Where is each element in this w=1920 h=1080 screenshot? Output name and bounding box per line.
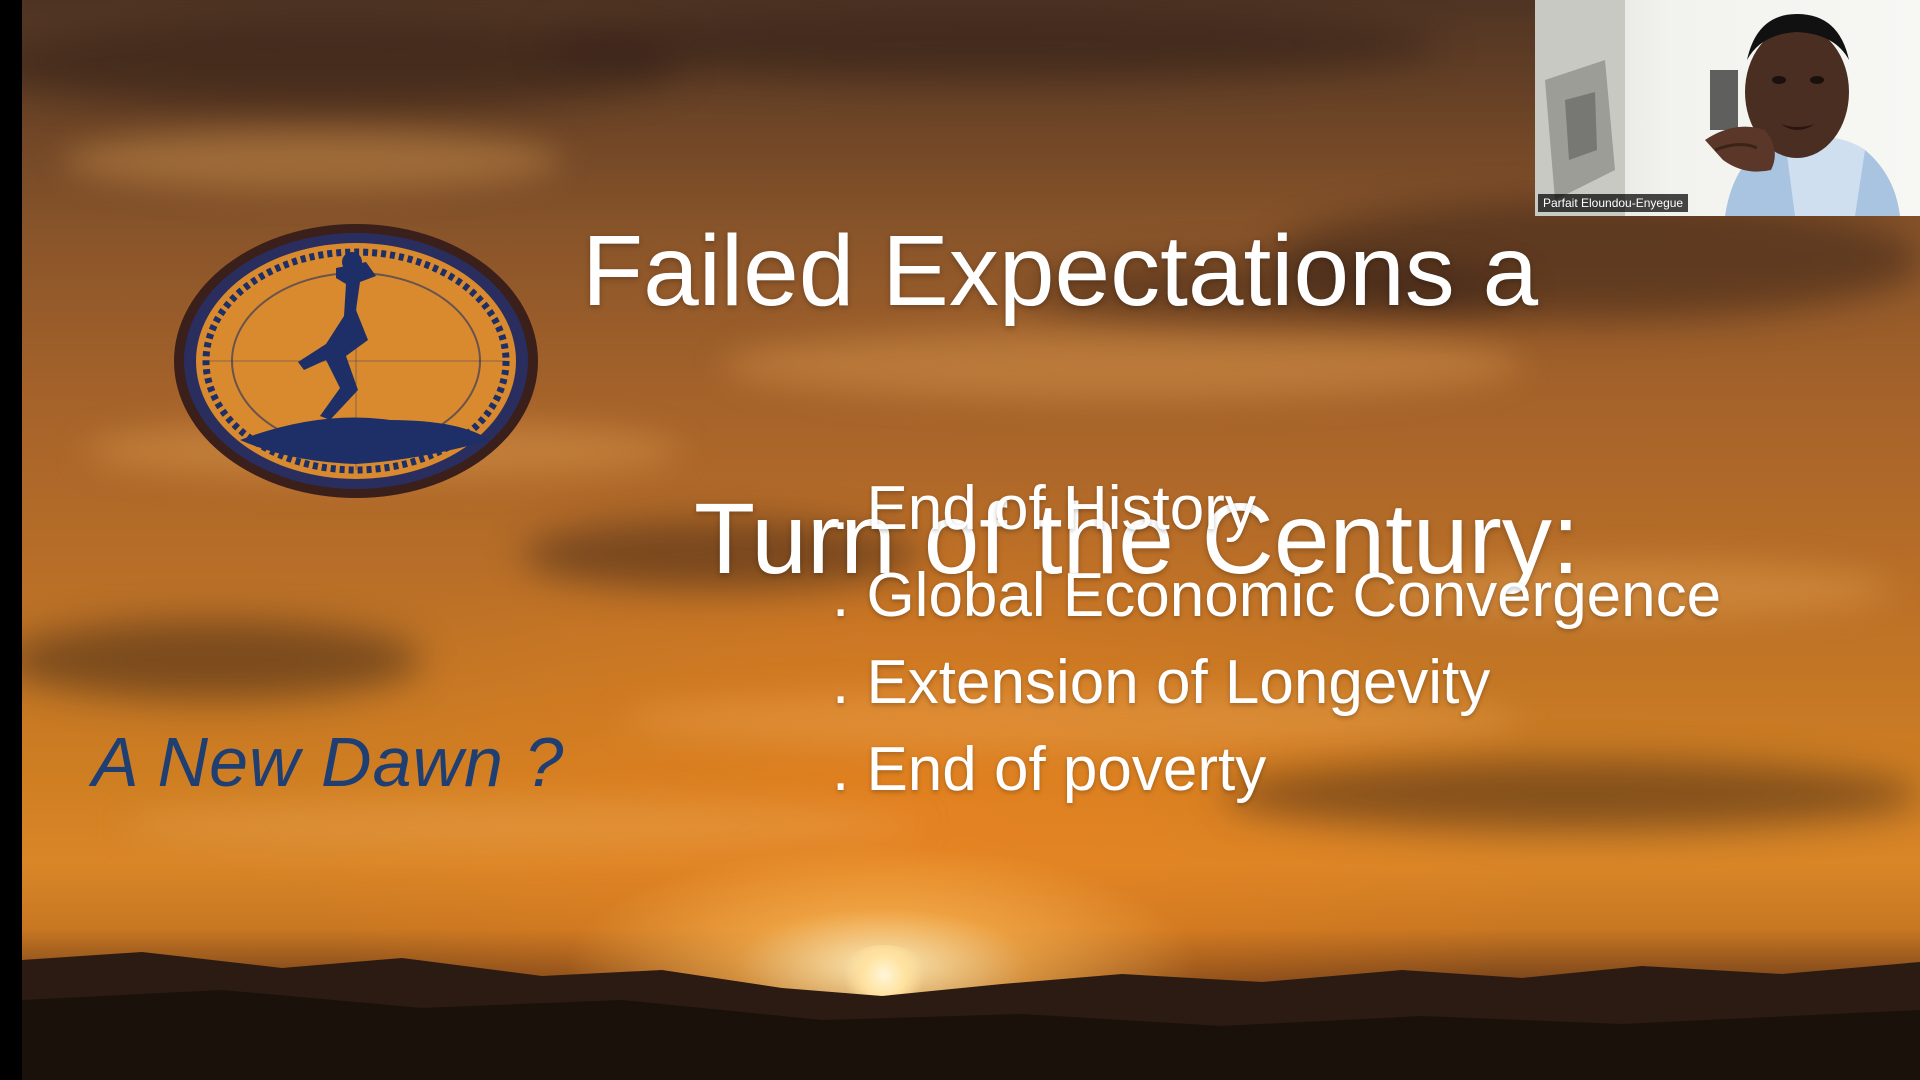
participant-video-tile[interactable]: Parfait Eloundou-Enyegue (1535, 0, 1920, 216)
bullet-item-end-of-history: . End of History (832, 474, 1256, 543)
slide-title: Failed Expectations a Turn of the Centur… (22, 70, 1920, 740)
mountain-silhouette (22, 952, 1920, 1080)
bullet-item-longevity: . Extension of Longevity (832, 648, 1491, 717)
slide-tagline: A New Dawn ? (92, 723, 565, 801)
slide-title-line-2: Turn of the Century: (694, 483, 1580, 595)
participant-name-label: Parfait Eloundou-Enyegue (1538, 194, 1689, 212)
runner-emblem-icon (174, 224, 538, 498)
bullet-item-economic-convergence: . Global Economic Convergence (832, 561, 1722, 630)
participant-video-feed (1535, 0, 1900, 216)
bullet-list: . End of History . Global Economic Conve… (832, 465, 1721, 813)
slide-title-line-1: Failed Expectations a (582, 215, 1539, 327)
bullet-item-end-of-poverty: . End of poverty (832, 735, 1267, 804)
